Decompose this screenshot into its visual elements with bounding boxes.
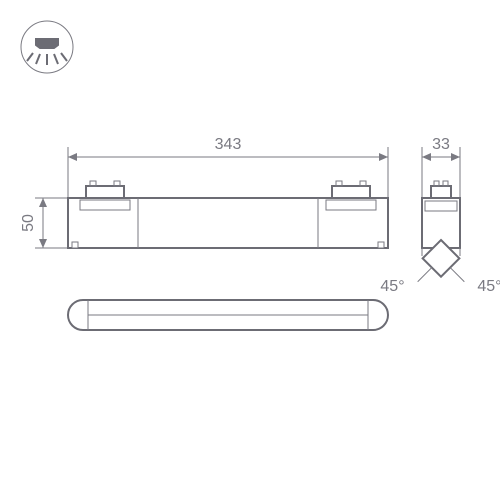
dim-width: 33 — [432, 136, 450, 153]
dim-length: 343 — [215, 136, 242, 153]
dim-height: 50 — [20, 214, 37, 232]
angle-right: 45° — [477, 278, 500, 295]
angle-left: 45° — [380, 278, 404, 295]
